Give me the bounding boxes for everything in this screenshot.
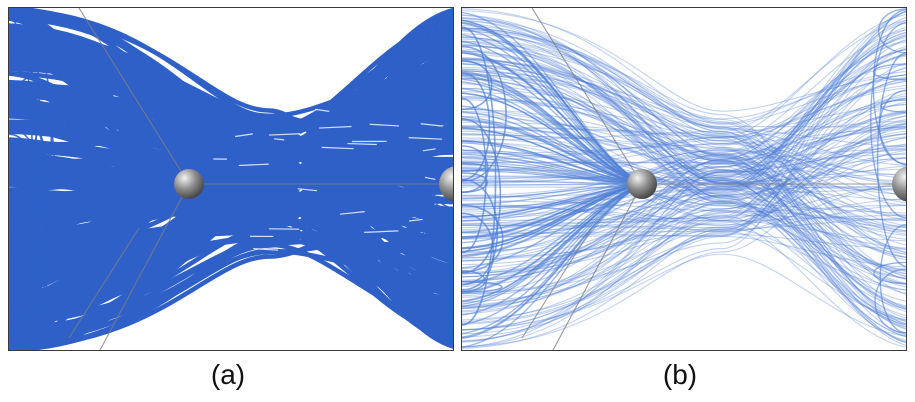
caption-b: (b) <box>662 359 698 390</box>
caption-a: (a) <box>210 359 246 390</box>
right-node <box>892 166 906 202</box>
edge-bundles <box>9 8 453 350</box>
center-node <box>627 169 657 199</box>
grey-edges <box>68 8 449 350</box>
edge-bundles <box>462 8 906 349</box>
edge-bundle-graph-a <box>9 8 453 350</box>
panel-a-dense-bundling <box>8 7 454 351</box>
center-node <box>174 169 204 199</box>
right-node <box>439 166 453 202</box>
grey-edges <box>521 8 902 350</box>
edge-bundle-graph-b <box>462 8 906 350</box>
panel-b-translucent-bundling <box>461 7 907 351</box>
